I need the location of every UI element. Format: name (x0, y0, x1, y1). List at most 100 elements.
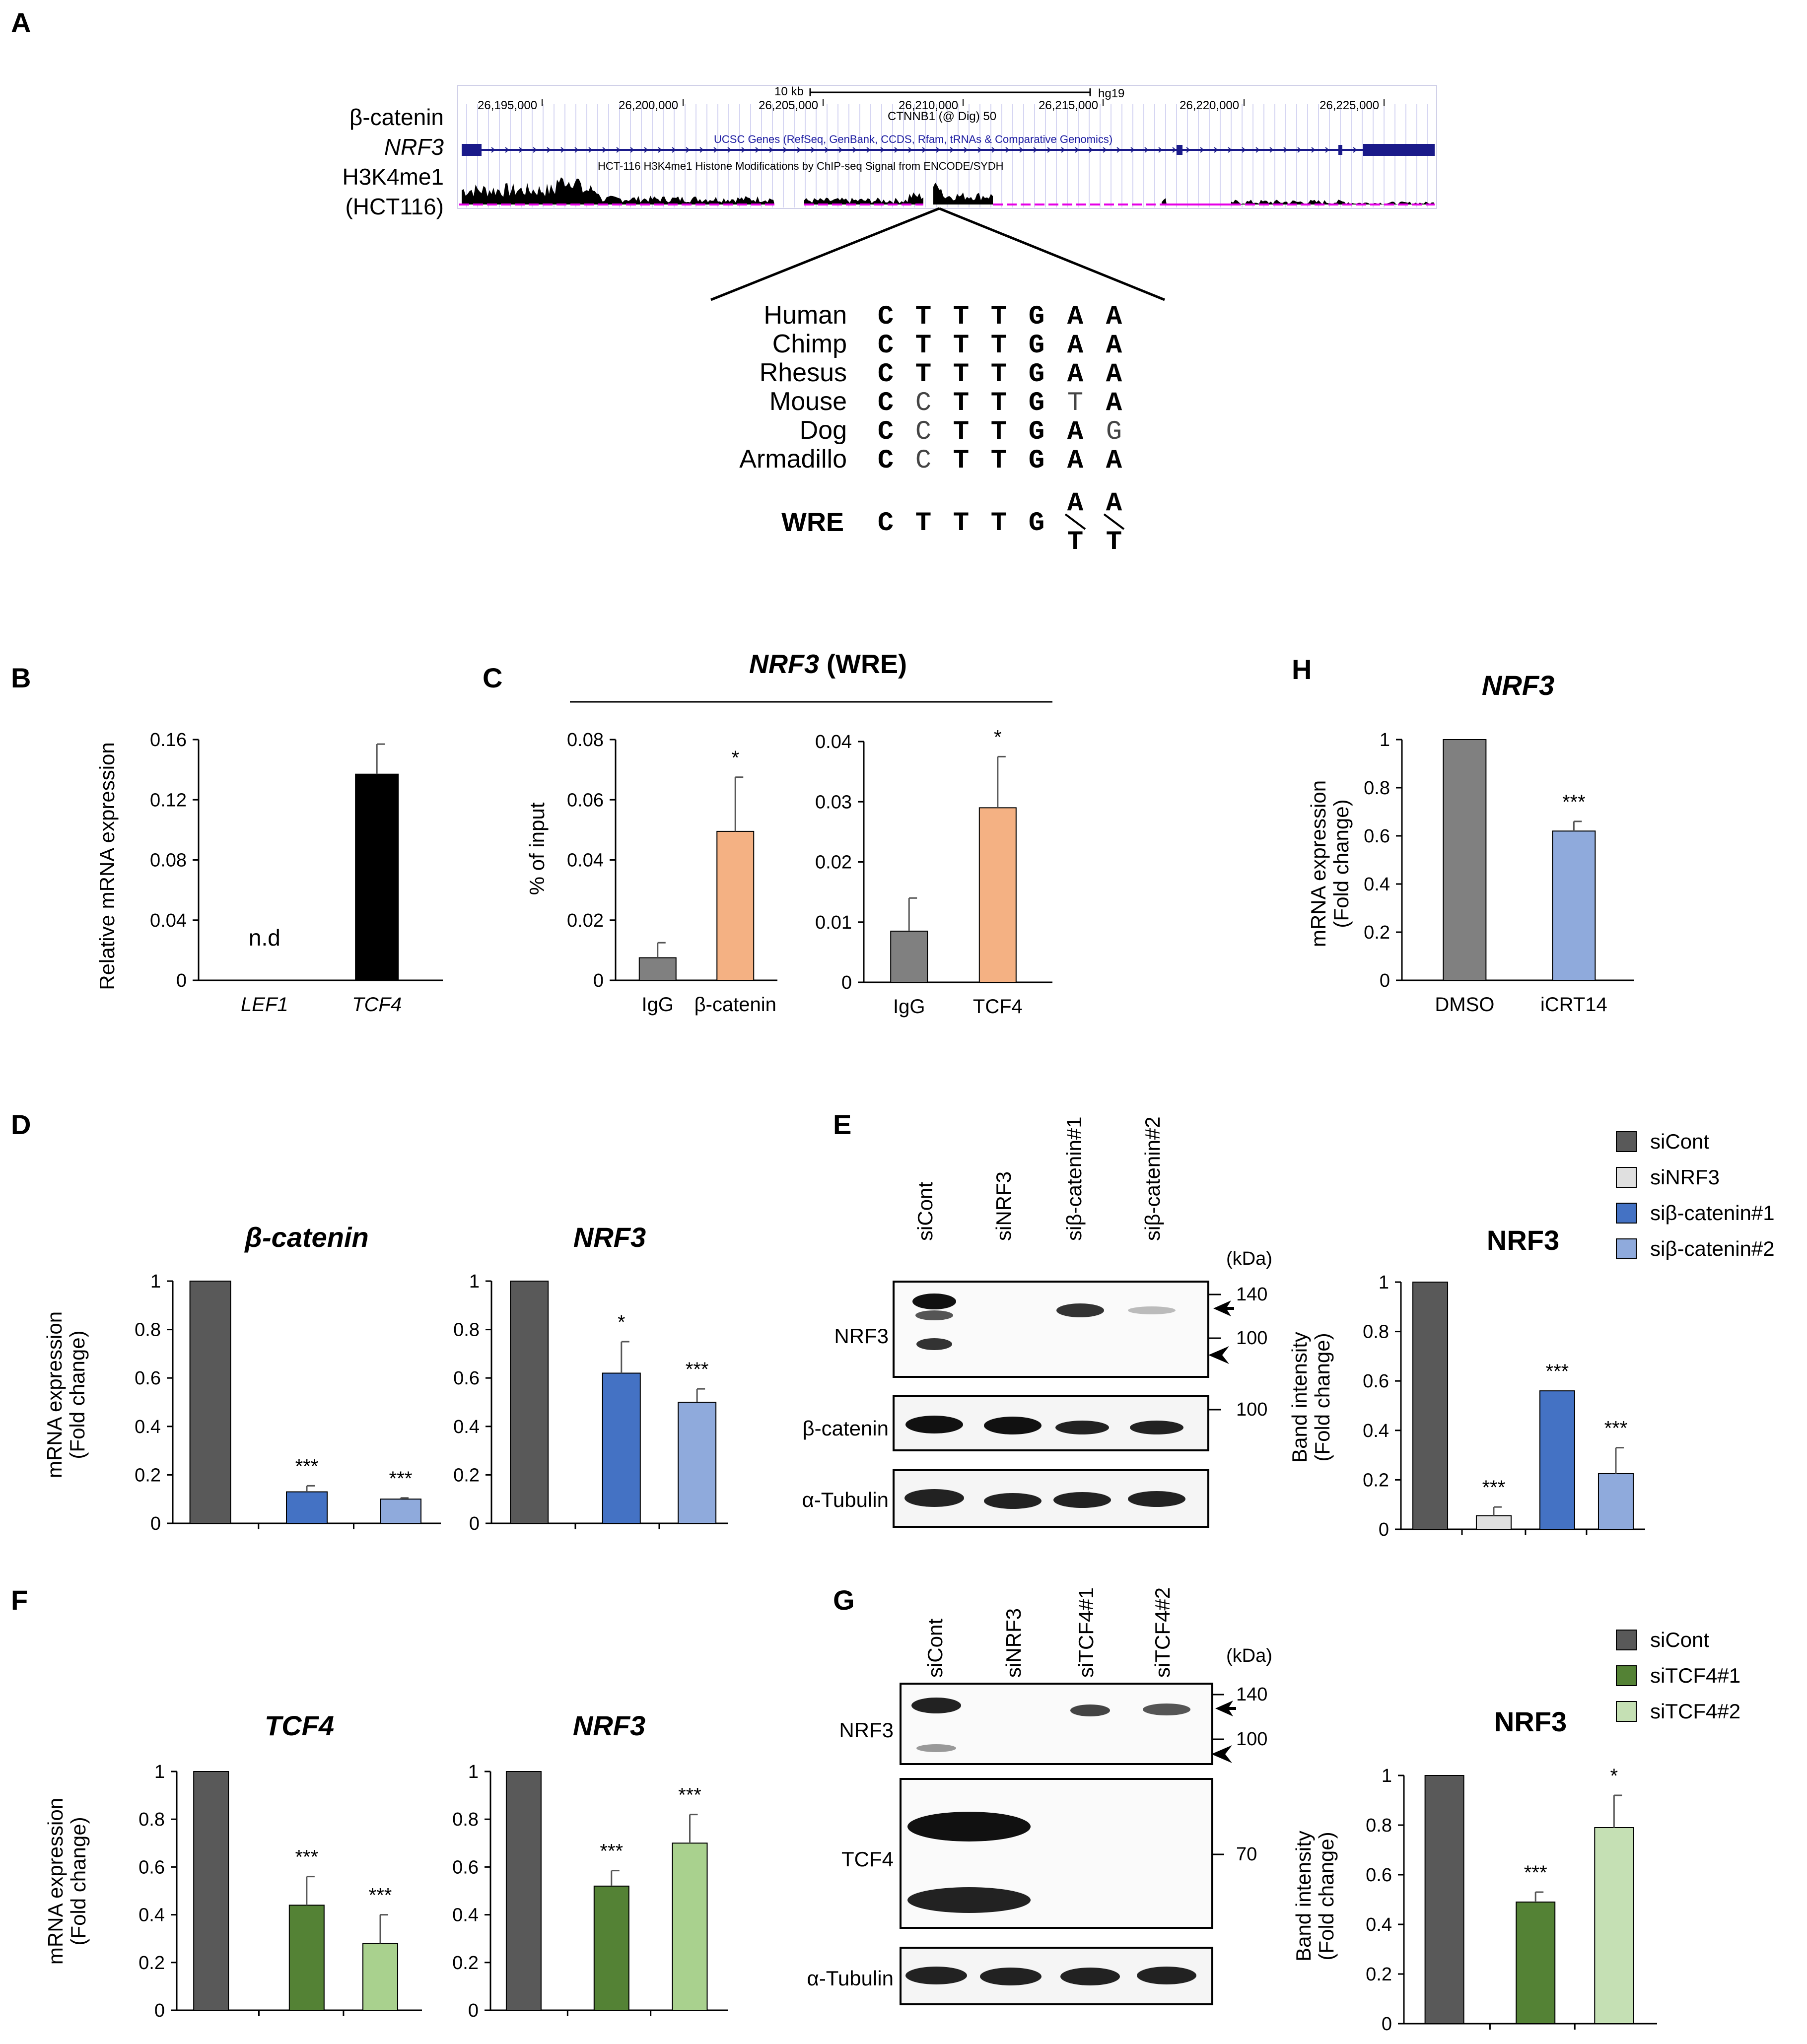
strand-arrow (1033, 147, 1038, 153)
y-axis-label-secondary: (Fold change) (66, 1330, 89, 1459)
strand-arrow (838, 147, 843, 153)
sequence-base: A (1067, 417, 1084, 447)
y-tick-label: 0.4 (135, 1417, 161, 1437)
track-label-beta-catenin: β-catenin (349, 104, 444, 130)
bar (510, 1281, 549, 1524)
arrow-icon (1213, 1300, 1231, 1316)
blot-label-tubulin: α-Tubulin (807, 1967, 894, 1990)
x-tick-label: β-catenin (695, 994, 776, 1016)
sequence-base: T (915, 302, 931, 332)
significance-label: *** (678, 1784, 701, 1806)
lane-label: siTCF4#1 (1074, 1587, 1098, 1678)
chart-title: TCF4 (265, 1710, 334, 1741)
significance-label: *** (686, 1359, 709, 1380)
coordinate-labels: 26,195,000 26,200,000 26,205,000 26,210,000… (478, 99, 1385, 112)
wre-base: T (953, 508, 969, 539)
y-tick-label: 0 (593, 970, 604, 991)
bar (678, 1402, 717, 1524)
band (1128, 1306, 1176, 1314)
y-tick-label: 0.2 (1366, 1964, 1392, 1985)
track-label-h3k4me1: H3K4me1 (342, 164, 444, 190)
x-tick-label: IgG (642, 994, 674, 1016)
y-axis-label: Relative mRNA expression (95, 742, 119, 990)
y-tick-label: 0.4 (452, 1905, 479, 1926)
bar (1516, 1902, 1556, 2024)
y-tick-label: 0.6 (1364, 826, 1390, 847)
y-axis-label: % of input (525, 802, 549, 895)
significance-label: *** (1524, 1862, 1547, 1884)
bar (1552, 830, 1596, 981)
genome-label: hg19 (1098, 87, 1124, 100)
strand-arrow (1172, 147, 1177, 153)
y-tick-label: 0.2 (1364, 922, 1390, 943)
chart-c2: 0 0.01 0.02 0.03 0.04 IgG * TCF4 (815, 726, 1052, 1018)
strand-arrow (1339, 147, 1343, 153)
significance-label: *** (369, 1885, 392, 1907)
bar (1598, 1473, 1634, 1530)
wre-base: G (1029, 508, 1044, 539)
bar (286, 1491, 328, 1524)
sequence-base: C (878, 388, 894, 418)
panel-letter-d: D (11, 1109, 31, 1140)
strand-arrow (852, 147, 857, 153)
strand-arrow (630, 147, 634, 153)
strand-arrow (964, 147, 968, 153)
band (980, 1968, 1042, 1985)
strand-arrow (1116, 147, 1121, 153)
species-label: Rhesus (760, 358, 847, 387)
bar (355, 773, 399, 981)
y-tick-label: 0.6 (452, 1857, 479, 1878)
band (1143, 1703, 1190, 1715)
chart-title: NRF3 (1482, 670, 1554, 701)
bar (1443, 739, 1487, 981)
strand-arrow (588, 147, 593, 153)
sequence-base: G (1029, 388, 1044, 418)
legend-swatch (1616, 1131, 1637, 1152)
sequence-base: G (1029, 446, 1044, 476)
chart-title: NRF3 (573, 1222, 646, 1253)
chart-d2: 00.20.40.60.81****NRF3 (453, 1222, 728, 1534)
chart-f1: 0 0.2 0.4 0.6 0.8 1 *** *** TCF4 mRNA expression(… (44, 1710, 422, 2021)
band (907, 1887, 1031, 1913)
strand-arrow (1019, 147, 1024, 153)
strand-arrow (811, 147, 815, 153)
sequence-base: A (1106, 302, 1122, 332)
y-tick-label: 0.8 (1366, 1815, 1392, 1836)
chart-h: 0 0.2 0.4 0.6 0.8 1 DMSO *** iCRT14 NRF3 mRNA expr… (1307, 670, 1634, 1016)
legend-label: siTCF4#1 (1650, 1664, 1740, 1687)
band (904, 1489, 964, 1507)
y-tick-label: 1 (150, 1271, 161, 1292)
bar (362, 1943, 399, 2011)
sequence-base: T (953, 446, 969, 476)
y-tick-label: 0.16 (150, 730, 187, 750)
band (912, 1294, 956, 1309)
bar (193, 1771, 229, 2011)
blot-label-nrf3: NRF3 (834, 1324, 889, 1348)
band (907, 1812, 1031, 1841)
species-label: Mouse (769, 387, 847, 416)
bar (978, 807, 1017, 983)
strand-arrow (672, 147, 676, 153)
wre-alt-slash (1103, 513, 1125, 530)
blot-label-tcf4: TCF4 (841, 1847, 894, 1871)
strand-arrow (1269, 147, 1274, 153)
band (905, 1416, 963, 1433)
bar (1539, 1390, 1575, 1530)
marker-100: 100 (1236, 1399, 1267, 1420)
sequence-base: T (953, 388, 969, 418)
strand-arrow (547, 147, 551, 153)
y-tick-label: 0.2 (139, 1953, 165, 1974)
x-tick-label: TCF4 (973, 996, 1023, 1018)
strand-arrow (741, 147, 746, 153)
strand-arrow (505, 147, 509, 153)
y-tick-label: 0.01 (815, 912, 852, 933)
x-tick-label: TCF4 (352, 994, 402, 1016)
track-label-nrf3: NRF3 (384, 134, 444, 160)
charts: 0 0.04 0.08 0.12 0.16 n.d LEF1 TCF4 Relative mRN… (43, 670, 1657, 2035)
y-tick-label: 0.8 (1364, 778, 1390, 799)
y-tick-label: 0.4 (1363, 1421, 1389, 1441)
species-label: Dog (800, 416, 847, 445)
wre-base: T (915, 508, 931, 539)
strand-arrow (1144, 147, 1149, 153)
band (984, 1417, 1042, 1434)
